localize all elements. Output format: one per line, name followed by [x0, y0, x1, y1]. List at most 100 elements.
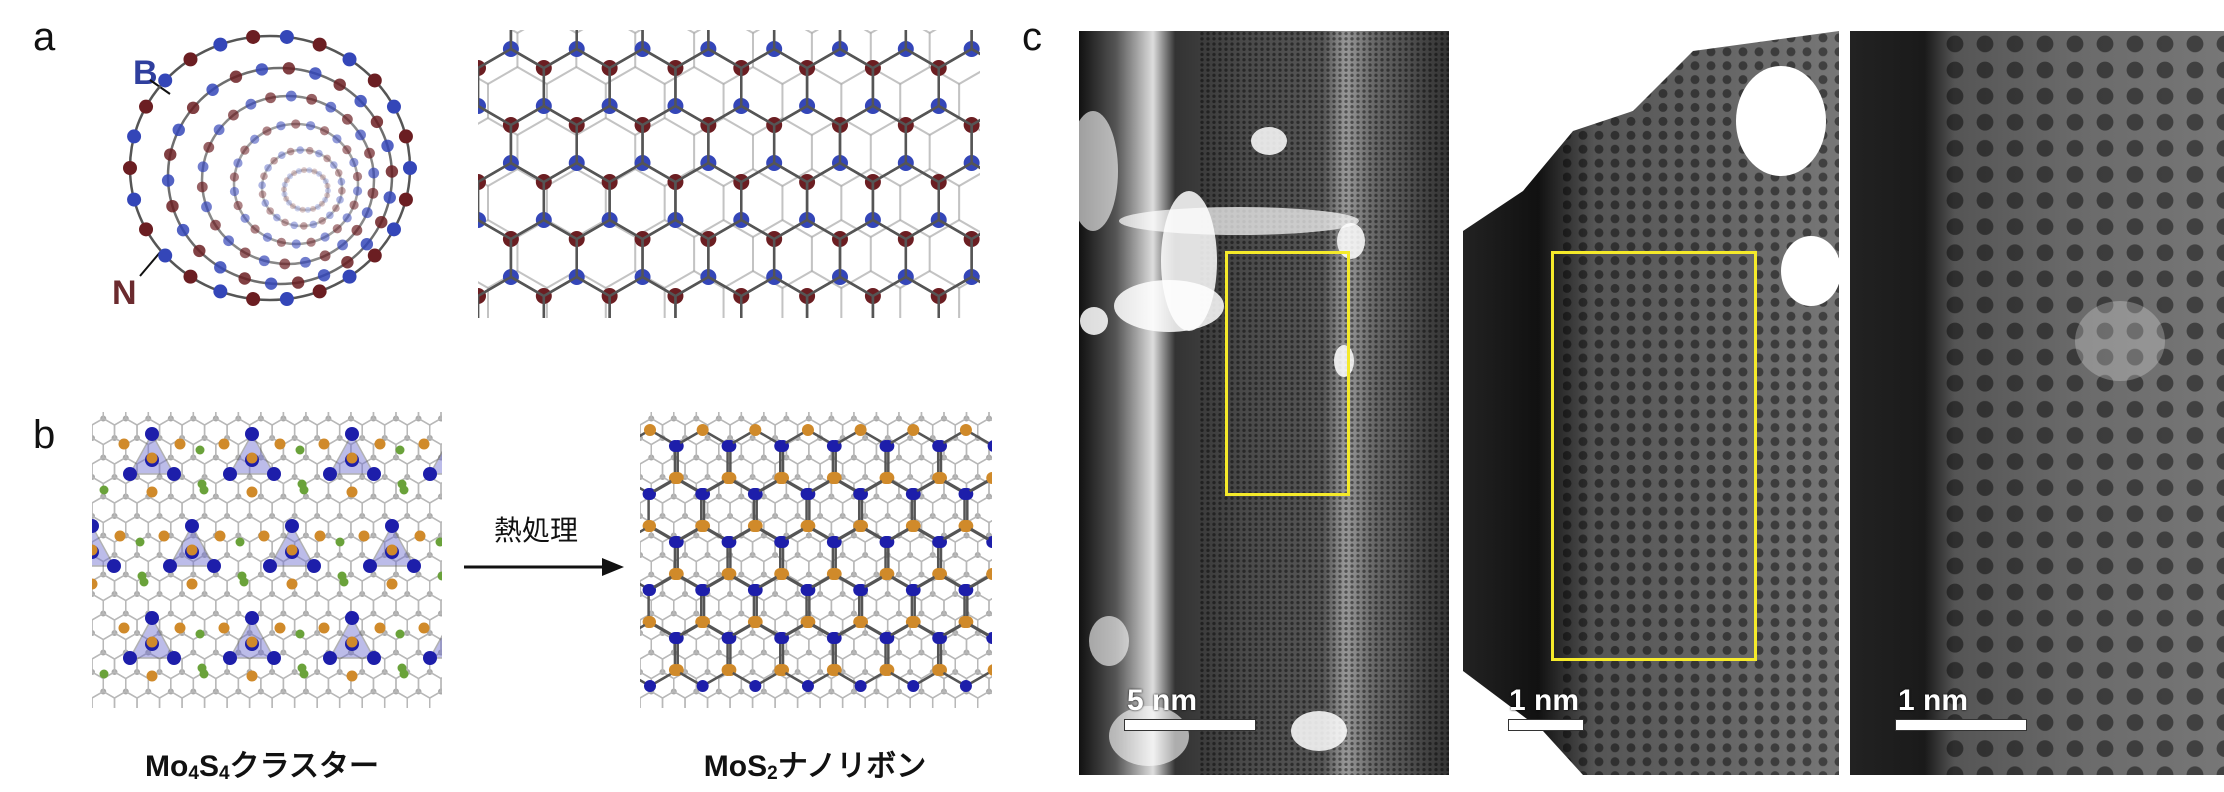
bond — [772, 218, 842, 298]
mos2-bond — [779, 428, 837, 496]
back-bond — [899, 65, 961, 137]
mo-atom — [223, 467, 237, 481]
bright-particle — [1089, 616, 1129, 666]
boron-atom — [304, 206, 311, 213]
s-atom — [696, 520, 709, 532]
back-bond — [840, 65, 902, 137]
mo-atom — [774, 632, 787, 644]
boron-atom — [172, 123, 185, 137]
host-lattice — [695, 412, 720, 426]
s-atom — [218, 622, 230, 634]
boron-atom — [336, 196, 344, 204]
mo-atom — [987, 536, 992, 548]
mo-atom — [905, 488, 918, 500]
mo-atom — [642, 584, 655, 596]
s-atom — [114, 530, 126, 542]
back-bond — [958, 274, 980, 318]
back-bond — [722, 269, 784, 318]
back-bond — [604, 269, 666, 318]
host-lattice — [988, 480, 992, 500]
s-atom — [644, 520, 656, 532]
mo-atom — [263, 559, 277, 573]
mo-atom — [959, 680, 972, 692]
extra-atom — [299, 669, 309, 679]
s-atom — [386, 578, 398, 590]
nitrogen-atom — [367, 187, 379, 199]
boron-atom — [322, 178, 329, 185]
back-bond — [693, 218, 755, 290]
s-atom — [801, 424, 814, 436]
s-atom — [932, 664, 945, 676]
s-atom — [933, 472, 946, 484]
mo-atom — [721, 632, 734, 644]
extra-atom — [437, 571, 442, 581]
nitrogen-atom — [367, 73, 382, 88]
s-atom — [146, 486, 158, 498]
boron-atom — [245, 98, 257, 110]
boron-atom — [325, 101, 337, 113]
back-bond — [899, 167, 961, 239]
back-bond — [663, 269, 725, 318]
nitrogen-atom — [332, 224, 342, 234]
extra-atom — [239, 577, 249, 587]
s-atom — [246, 636, 258, 648]
extra-atom — [135, 537, 145, 547]
s-atom — [246, 486, 258, 498]
s-atom — [246, 452, 258, 464]
nitrogen-atom — [318, 200, 325, 207]
scale-bar-label: 1 nm — [1509, 684, 1580, 717]
s-atom — [186, 544, 198, 556]
nitrogen-atom — [318, 217, 326, 225]
nitrogen-atom — [193, 244, 206, 258]
boron-atom — [294, 205, 301, 212]
mo-atom — [407, 559, 421, 573]
nitrogen-atom — [385, 165, 399, 178]
mo-atom — [879, 632, 892, 644]
mo-atom — [185, 519, 199, 533]
nitrogen-atom — [228, 109, 239, 121]
bond — [641, 218, 710, 298]
boron-atom — [296, 146, 304, 154]
mo-atom — [721, 536, 734, 548]
bright-particle — [2075, 301, 2165, 381]
s-atom — [92, 544, 98, 556]
extra-atom — [195, 445, 205, 455]
nitrogen-atom — [250, 224, 260, 234]
boron-atom — [281, 181, 288, 188]
back-bond — [634, 30, 696, 86]
nitrogen-atom — [229, 70, 243, 83]
boron-atom — [281, 191, 288, 198]
boron-atom — [324, 187, 331, 194]
nitrogen-atom — [270, 156, 278, 165]
nitrogen-atom — [311, 168, 318, 175]
nitrogen-atom — [266, 207, 274, 215]
host-lattice — [785, 412, 810, 426]
s-atom — [274, 622, 286, 634]
mos2-bond — [752, 572, 811, 640]
s-atom — [318, 438, 330, 450]
mo-atom — [367, 651, 381, 665]
s-atom — [986, 472, 992, 484]
s-atom — [722, 568, 735, 580]
nitrogen-atom — [281, 186, 288, 193]
host-lattice — [282, 412, 307, 426]
host-lattice — [192, 412, 217, 426]
host-lattice — [350, 412, 375, 426]
s-atom — [274, 438, 286, 450]
s-atom — [92, 578, 98, 590]
s-atom — [418, 438, 430, 450]
host-lattice — [102, 412, 127, 426]
back-bond — [604, 65, 666, 137]
boron-atom — [360, 237, 374, 251]
s-atom — [907, 520, 920, 532]
s-atom — [854, 616, 867, 628]
mo-atom — [932, 632, 945, 644]
nitrogen-atom — [262, 126, 272, 136]
scale-bar — [1124, 719, 1256, 731]
mo-atom — [987, 632, 992, 644]
host-lattice — [440, 521, 442, 537]
nitrogen-atom — [183, 52, 198, 67]
host-lattice — [830, 412, 855, 426]
mo-atom — [167, 467, 181, 481]
s-atom — [774, 664, 787, 676]
